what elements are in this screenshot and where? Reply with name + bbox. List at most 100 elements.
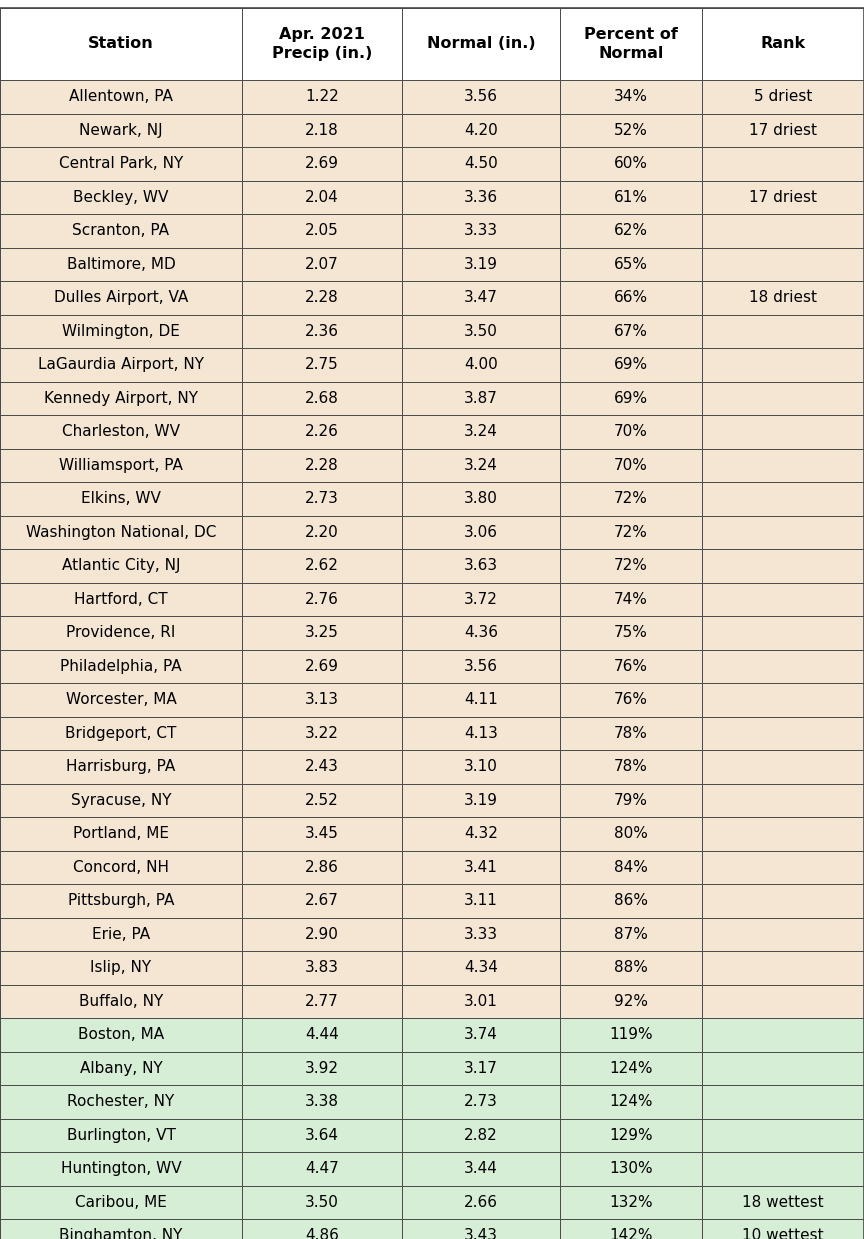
Bar — [402, 1186, 560, 1219]
Bar — [560, 1152, 702, 1186]
Bar — [702, 81, 864, 114]
Bar — [402, 7, 560, 81]
Bar — [242, 449, 402, 482]
Text: 3.74: 3.74 — [464, 1027, 498, 1042]
Text: Wilmington, DE: Wilmington, DE — [62, 323, 180, 338]
Bar — [702, 985, 864, 1018]
Text: 67%: 67% — [614, 323, 648, 338]
Bar — [560, 918, 702, 952]
Bar — [0, 515, 242, 549]
Bar — [242, 1152, 402, 1186]
Bar — [560, 81, 702, 114]
Text: 3.22: 3.22 — [305, 726, 339, 741]
Bar — [702, 817, 864, 850]
Text: 3.47: 3.47 — [464, 290, 498, 305]
Text: 18 wettest: 18 wettest — [742, 1194, 823, 1209]
Bar — [402, 1085, 560, 1119]
Bar — [702, 1186, 864, 1219]
Bar — [0, 716, 242, 750]
Text: Providence, RI: Providence, RI — [67, 626, 175, 641]
Text: 3.63: 3.63 — [464, 559, 498, 574]
Text: 2.04: 2.04 — [305, 190, 339, 204]
Bar — [242, 750, 402, 783]
Bar — [560, 348, 702, 382]
Text: 130%: 130% — [609, 1161, 653, 1176]
Bar — [0, 415, 242, 449]
Text: 2.75: 2.75 — [305, 357, 339, 372]
Bar — [0, 952, 242, 985]
Text: Huntington, WV: Huntington, WV — [60, 1161, 181, 1176]
Text: Hartford, CT: Hartford, CT — [74, 592, 168, 607]
Text: 2.73: 2.73 — [305, 491, 339, 507]
Text: 84%: 84% — [614, 860, 648, 875]
Text: Caribou, ME: Caribou, ME — [75, 1194, 167, 1209]
Bar — [560, 482, 702, 515]
Text: 2.43: 2.43 — [305, 760, 339, 774]
Text: 34%: 34% — [614, 89, 648, 104]
Text: Erie, PA: Erie, PA — [92, 927, 150, 942]
Bar — [242, 1018, 402, 1052]
Text: Philadelphia, PA: Philadelphia, PA — [60, 659, 181, 674]
Bar — [560, 1119, 702, 1152]
Text: 3.24: 3.24 — [464, 424, 498, 440]
Text: 3.41: 3.41 — [464, 860, 498, 875]
Bar — [560, 1219, 702, 1239]
Text: Binghamton, NY: Binghamton, NY — [60, 1228, 182, 1239]
Bar — [560, 750, 702, 783]
Bar — [702, 449, 864, 482]
Text: 3.45: 3.45 — [305, 826, 339, 841]
Bar — [402, 1219, 560, 1239]
Bar — [242, 1119, 402, 1152]
Text: 78%: 78% — [614, 726, 648, 741]
Bar — [702, 181, 864, 214]
Text: 52%: 52% — [614, 123, 648, 138]
Bar — [0, 1085, 242, 1119]
Text: 62%: 62% — [614, 223, 648, 238]
Bar — [560, 1186, 702, 1219]
Text: 3.36: 3.36 — [464, 190, 498, 204]
Text: 142%: 142% — [609, 1228, 652, 1239]
Bar — [242, 1085, 402, 1119]
Text: 3.50: 3.50 — [464, 323, 498, 338]
Bar — [402, 281, 560, 315]
Text: 3.19: 3.19 — [464, 256, 498, 271]
Text: Albany, NY: Albany, NY — [79, 1061, 162, 1075]
Bar — [242, 985, 402, 1018]
Text: 69%: 69% — [614, 357, 648, 372]
Text: 3.72: 3.72 — [464, 592, 498, 607]
Bar — [702, 415, 864, 449]
Text: 2.73: 2.73 — [464, 1094, 498, 1109]
Bar — [242, 7, 402, 81]
Text: 86%: 86% — [614, 893, 648, 908]
Bar — [402, 1119, 560, 1152]
Bar — [402, 482, 560, 515]
Bar — [0, 1219, 242, 1239]
Bar — [0, 883, 242, 918]
Text: 2.62: 2.62 — [305, 559, 339, 574]
Bar — [702, 952, 864, 985]
Text: 4.86: 4.86 — [305, 1228, 339, 1239]
Bar — [560, 7, 702, 81]
Bar — [0, 315, 242, 348]
Bar — [0, 549, 242, 582]
Bar — [242, 850, 402, 883]
Text: 2.90: 2.90 — [305, 927, 339, 942]
Bar — [560, 515, 702, 549]
Text: Normal (in.): Normal (in.) — [427, 36, 536, 52]
Text: Atlantic City, NJ: Atlantic City, NJ — [61, 559, 181, 574]
Bar — [0, 7, 242, 81]
Bar — [242, 918, 402, 952]
Bar — [402, 918, 560, 952]
Bar — [702, 1219, 864, 1239]
Bar — [702, 683, 864, 716]
Text: 76%: 76% — [614, 659, 648, 674]
Text: Bridgeport, CT: Bridgeport, CT — [66, 726, 176, 741]
Bar — [402, 716, 560, 750]
Bar — [560, 985, 702, 1018]
Text: Syracuse, NY: Syracuse, NY — [71, 793, 171, 808]
Text: 3.64: 3.64 — [305, 1127, 339, 1142]
Bar — [560, 382, 702, 415]
Bar — [702, 1119, 864, 1152]
Text: 132%: 132% — [609, 1194, 653, 1209]
Bar — [242, 147, 402, 181]
